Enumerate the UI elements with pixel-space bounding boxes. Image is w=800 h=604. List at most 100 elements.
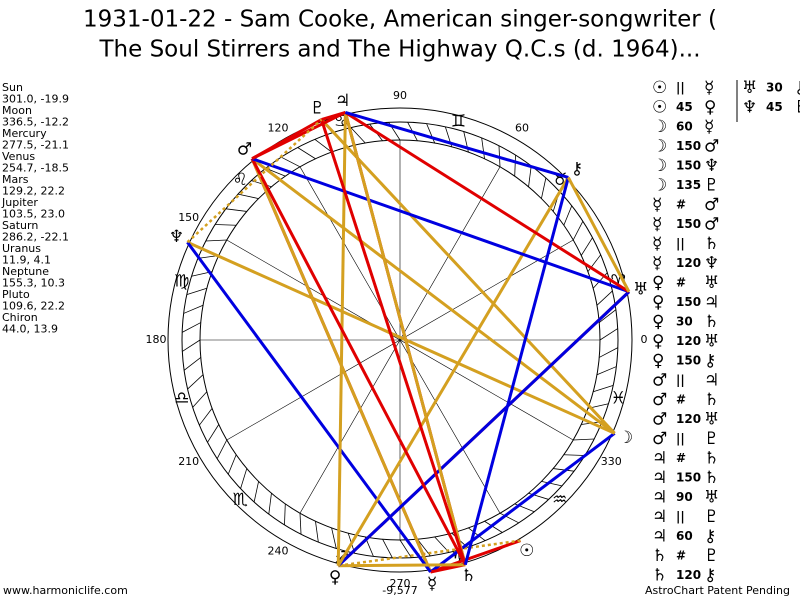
aspect-type: 150 <box>676 354 701 368</box>
aspect-line <box>186 118 323 244</box>
planet-glyph: ♂ <box>237 139 252 159</box>
degree-hatch <box>265 167 286 177</box>
planet-glyph: ♅ <box>633 279 648 299</box>
aspect-planet: ☿ <box>652 234 662 254</box>
aspect-type: 135 <box>676 178 701 192</box>
degree-hatch <box>183 357 202 371</box>
footer-left: www.harmoniclife.com <box>3 584 128 597</box>
aspect-planet: ♃ <box>652 527 667 547</box>
degree-hatch <box>182 339 201 352</box>
degree-hatch <box>181 322 201 333</box>
aspect-planet: ♄ <box>704 390 719 410</box>
aspect-planet: ☽ <box>652 156 667 176</box>
aspect-planet: ♂ <box>652 429 667 449</box>
aspect-type: 60 <box>676 120 693 134</box>
degree-hatch <box>183 304 204 314</box>
aspect-planet: ⚷ <box>794 78 800 98</box>
aspect-line <box>320 119 467 566</box>
aspect-planet: ♇ <box>704 546 719 566</box>
planet-name: Sun <box>2 81 23 94</box>
degree-hatch <box>227 454 237 475</box>
aspect-planet: ♄ <box>652 566 667 586</box>
aspect-line <box>567 176 631 293</box>
aspect-planet: ♃ <box>652 507 667 527</box>
aspect-type: 150 <box>676 217 701 231</box>
degree-hatch <box>237 193 259 199</box>
planet-glyph: ☿ <box>427 574 437 594</box>
degree-hatch <box>481 137 485 159</box>
degree-hatch <box>426 123 436 144</box>
planet-glyph: ♇ <box>310 98 325 118</box>
aspect-line <box>338 539 521 567</box>
aspect-planet: ♂ <box>704 215 719 235</box>
aspect-planet: ♂ <box>704 195 719 215</box>
degree-hatch <box>596 366 617 376</box>
aspect-line <box>250 157 467 566</box>
aspect-planet: ♀ <box>652 293 664 313</box>
outer-circle <box>167 107 633 573</box>
aspect-planet: ☽ <box>652 117 667 137</box>
aspect-line <box>321 111 346 121</box>
degree-hatch <box>331 527 337 549</box>
aspect-planet: ☽ <box>652 176 667 196</box>
degree-hatch <box>417 538 431 557</box>
degree-hatch <box>187 374 204 390</box>
aspect-type: 120 <box>676 568 701 582</box>
planet-coords: 11.9, 4.1 <box>2 254 51 267</box>
planet-coords: 129.2, 22.2 <box>2 185 65 198</box>
aspect-planet: ☿ <box>652 215 662 235</box>
aspect-type: 120 <box>676 256 701 270</box>
aspect-planet: ⚷ <box>704 566 716 586</box>
sign-glyph: ♓ <box>611 388 626 408</box>
degree-hatch <box>382 539 393 559</box>
aspect-planet: ♀ <box>704 98 716 118</box>
degree-label: 210 <box>178 455 199 468</box>
aspect-planet: ♂ <box>704 137 719 157</box>
aspect-planet: ♀ <box>652 273 664 293</box>
aspect-planet: ♆ <box>704 156 719 176</box>
degree-hatch <box>468 527 486 541</box>
title-line: 1931-01-22 - Sam Cooke, American singer-… <box>83 7 717 33</box>
aspect-planet: ♄ <box>704 234 719 254</box>
aspect-planet: ♅ <box>704 488 719 508</box>
aspect-type: 30 <box>766 81 783 95</box>
planet-name: Moon <box>2 104 32 117</box>
aspect-planet: ♇ <box>704 507 719 527</box>
aspect-planet: ♃ <box>652 468 667 488</box>
degree-hatch <box>192 391 208 408</box>
planet-name: Saturn <box>2 219 38 232</box>
planet-glyph: ♃ <box>335 91 350 111</box>
degree-hatch <box>599 347 619 358</box>
sign-glyph: ♎ <box>174 388 189 408</box>
aspect-line <box>338 563 466 568</box>
planet-coords: 44.0, 13.9 <box>2 323 58 336</box>
degree-label: 330 <box>601 455 622 468</box>
aspect-planet: ☿ <box>704 117 714 137</box>
aspect-line <box>186 240 616 435</box>
degree-hatch <box>284 503 286 525</box>
aspect-line <box>320 118 616 435</box>
degree-hatch <box>514 155 516 177</box>
degree-hatch <box>205 239 227 242</box>
aspect-planet: ♀ <box>652 351 664 371</box>
aspect-type: 60 <box>676 529 693 543</box>
aspect-planet: ♆ <box>704 254 719 274</box>
planet-name: Pluto <box>2 288 30 301</box>
planet-coords: 301.0, -19.9 <box>2 93 69 106</box>
aspect-line <box>430 539 522 574</box>
degree-hatch <box>573 438 595 441</box>
degree-hatch <box>599 328 618 341</box>
footer-right: AstroChart Patent Pending <box>645 584 790 597</box>
aspect-planet: ☽ <box>652 137 667 157</box>
planet-name: Jupiter <box>1 196 38 209</box>
aspect-line <box>344 111 569 179</box>
aspect-line <box>337 290 630 567</box>
degree-hatch <box>215 224 237 226</box>
degree-hatch <box>297 147 316 160</box>
aspect-type: 45 <box>676 100 693 114</box>
aspect-planet: ☿ <box>652 195 662 215</box>
spoke <box>226 239 574 441</box>
sign-glyph: ♒ <box>552 490 567 510</box>
degree-label: 0 <box>641 333 648 346</box>
